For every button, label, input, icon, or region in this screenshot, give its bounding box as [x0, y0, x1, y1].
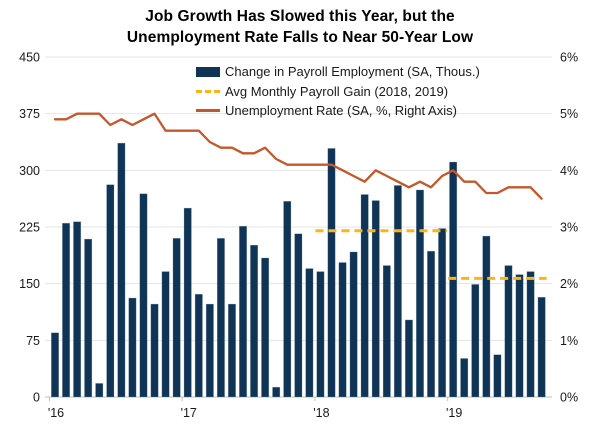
legend-item-avg-gain: Avg Monthly Payroll Gain (2018, 2019) [196, 82, 480, 102]
payroll-bar [482, 235, 491, 398]
payroll-bar [504, 265, 513, 398]
payroll-bar [416, 189, 424, 398]
left-axis-tick-label: 300 [19, 164, 40, 178]
right-axis-tick-label: 2% [560, 277, 578, 291]
x-axis-year-label: '18 [313, 406, 329, 420]
payroll-bar [327, 148, 336, 398]
payroll-bar [371, 200, 380, 398]
payroll-bar [349, 251, 358, 398]
payroll-bar [150, 303, 159, 398]
payroll-bar [460, 358, 469, 398]
payroll-bar [427, 250, 435, 398]
legend: Change in Payroll Employment (SA, Thous.… [196, 62, 480, 121]
payroll-bar [305, 268, 314, 398]
payroll-bar [228, 303, 236, 398]
left-axis-tick-label: 150 [19, 277, 40, 291]
right-axis-tick-label: 1% [560, 334, 578, 348]
left-axis-labels: 450 375 300 225 150 75 0 [19, 51, 40, 405]
payroll-bar [84, 238, 93, 398]
right-axis-tick-label: 6% [560, 51, 578, 65]
payroll-bar [294, 233, 303, 398]
payroll-bar [438, 228, 447, 398]
payroll-bar [183, 207, 192, 398]
avg-payroll-dashed-lines [315, 229, 547, 280]
payroll-bar [283, 201, 292, 398]
left-axis-tick-label: 375 [19, 107, 40, 121]
payroll-bar [338, 262, 347, 398]
legend-label-unemployment: Unemployment Rate (SA, %, Right Axis) [225, 103, 457, 119]
x-axis-year-label: '19 [446, 406, 462, 420]
payroll-bar [194, 293, 203, 398]
payroll-bar [106, 184, 115, 398]
payroll-bar [51, 332, 59, 398]
payroll-bar [128, 297, 137, 398]
payroll-bar [515, 274, 524, 398]
payroll-bar [526, 271, 535, 398]
payroll-bar [360, 194, 369, 398]
payroll-bar [493, 354, 502, 398]
legend-item-unemployment: Unemployment Rate (SA, %, Right Axis) [196, 101, 480, 121]
payroll-bar [382, 265, 391, 398]
payroll-bar [316, 271, 325, 398]
payroll-bar [471, 284, 480, 398]
unemployment-rate-series [53, 112, 543, 200]
chart-title-line2: Unemployment Rate Falls to Near 50-Year … [126, 29, 474, 46]
solid-line-swatch-icon [196, 109, 220, 113]
payroll-bar [250, 244, 259, 398]
dashed-line-swatch-icon [196, 89, 220, 93]
left-axis-tick-label: 75 [26, 334, 40, 348]
x-axis-year-label: '16 [48, 406, 64, 420]
payroll-bar [161, 271, 170, 398]
payroll-bar [117, 142, 126, 398]
payroll-bar [62, 222, 71, 398]
payroll-bar [216, 238, 225, 398]
payroll-bar [393, 185, 402, 398]
legend-item-payroll-bars: Change in Payroll Employment (SA, Thous.… [196, 62, 480, 82]
payroll-bar [205, 303, 214, 398]
x-axis-year-label: '17 [181, 406, 197, 420]
right-axis-tick-label: 5% [560, 107, 578, 121]
payroll-bar [139, 193, 148, 398]
payroll-bar [272, 386, 281, 398]
left-axis-tick-label: 225 [19, 221, 40, 235]
payroll-bar [261, 257, 270, 398]
chart-title: Job Growth Has Slowed this Year, but the… [0, 6, 600, 48]
payroll-bar [239, 225, 247, 398]
chart-title-line1: Job Growth Has Slowed this Year, but the [145, 8, 455, 25]
right-axis-tick-label: 3% [560, 221, 578, 235]
bar-swatch-icon [196, 66, 220, 77]
right-axis-tick-label: 0% [560, 391, 578, 405]
payroll-bar [95, 383, 104, 398]
legend-label-avg-gain: Avg Monthly Payroll Gain (2018, 2019) [225, 83, 449, 99]
x-axis: '16 '17 '18 '19 [48, 397, 462, 420]
left-axis-tick-label: 0 [33, 391, 40, 405]
right-axis-labels: 6% 5% 4% 3% 2% 1% 0% [560, 51, 578, 405]
payroll-bar [537, 297, 546, 398]
legend-label-payroll: Change in Payroll Employment (SA, Thous.… [225, 64, 480, 80]
right-axis-tick-label: 4% [560, 164, 578, 178]
payroll-bar [172, 238, 181, 398]
unemployment-rate-line [53, 112, 543, 200]
left-axis-tick-label: 450 [19, 51, 40, 65]
payroll-bar [404, 319, 413, 398]
payroll-bar [73, 221, 82, 398]
